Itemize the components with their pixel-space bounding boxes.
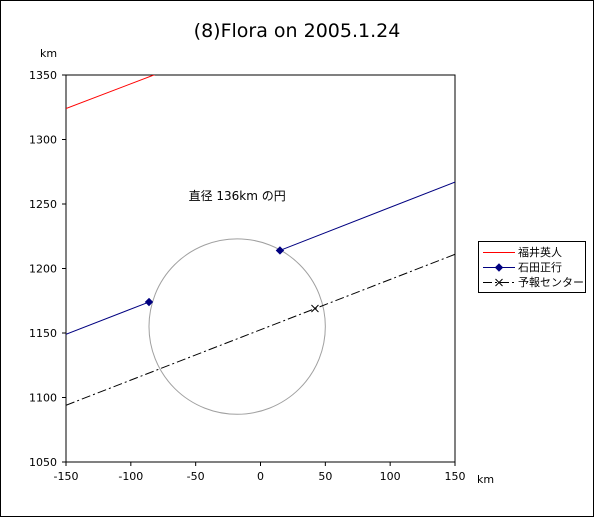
chart-title: (8)Flora on 2005.1.24 xyxy=(193,20,401,42)
plot-area xyxy=(65,74,456,463)
series-marker-x xyxy=(311,304,319,313)
y-tick-label: 1350 xyxy=(29,69,57,82)
y-tick-label: 1200 xyxy=(29,263,57,276)
series-line-0 xyxy=(66,75,156,110)
legend-swatch xyxy=(483,252,515,253)
legend-marker-x xyxy=(495,278,503,287)
y-tick-label: 1300 xyxy=(29,134,57,147)
legend-item: 福井英人 xyxy=(479,245,585,260)
series-marker-diamond xyxy=(144,297,154,307)
diameter-circle xyxy=(148,238,326,415)
y-tick-label: 1100 xyxy=(29,392,57,405)
legend-label: 予報センター xyxy=(518,276,584,289)
legend-marker-diamond xyxy=(494,263,504,272)
series-line-1 xyxy=(66,301,150,335)
y-axis-label: km xyxy=(40,47,57,60)
legend-swatch xyxy=(483,263,515,272)
x-tick-label: 100 xyxy=(380,470,401,483)
x-tick-label: 50 xyxy=(318,470,332,483)
y-tick-label: 1250 xyxy=(29,198,57,211)
legend: 福井英人石田正行予報センター xyxy=(478,241,586,293)
legend-label: 石田正行 xyxy=(518,261,562,274)
x-tick-label: 150 xyxy=(445,470,466,483)
legend-item: 予報センター xyxy=(479,275,585,290)
x-tick-label: -100 xyxy=(118,470,143,483)
series-line-2 xyxy=(66,253,455,406)
y-tick-label: 1050 xyxy=(29,456,57,469)
circle-annotation: 直径 136km の円 xyxy=(189,189,286,203)
legend-swatch xyxy=(483,278,515,287)
x-tick-label: -150 xyxy=(54,470,79,483)
x-tick-label: 0 xyxy=(257,470,264,483)
y-tick-label: 1150 xyxy=(29,327,57,340)
legend-item: 石田正行 xyxy=(479,260,585,275)
series-line-1 xyxy=(279,181,455,251)
x-axis-label: km xyxy=(477,473,494,486)
x-tick-label: -50 xyxy=(187,470,205,483)
legend-label: 福井英人 xyxy=(518,246,562,259)
series-marker-diamond xyxy=(275,246,285,255)
